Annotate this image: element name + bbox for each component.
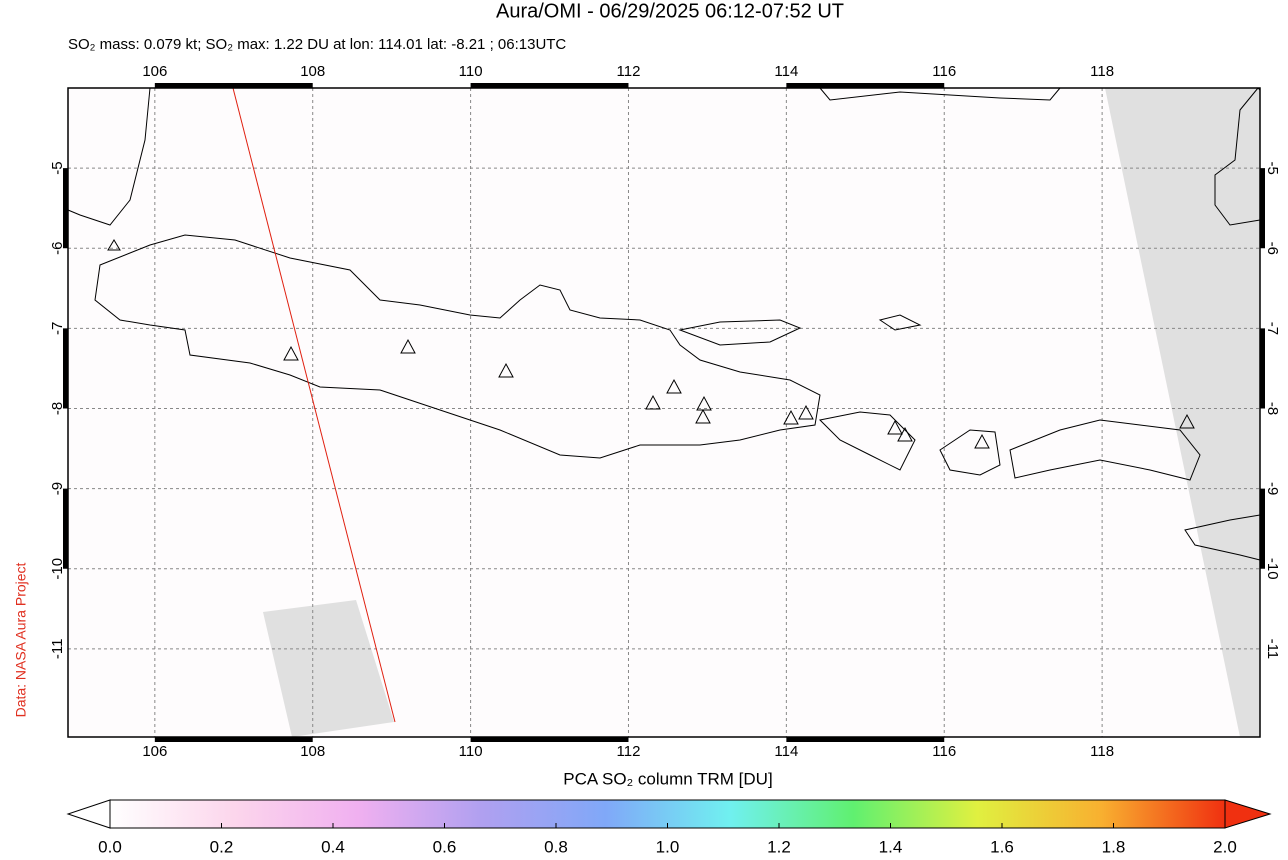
x-tick-label: 114 [774, 743, 798, 760]
colorbar-tick-label: 1.6 [990, 837, 1014, 855]
y-tick-label: -5 [49, 161, 66, 174]
y-tick-label: -11 [49, 639, 66, 660]
colorbar-tick-label: 1.2 [767, 837, 791, 855]
frame-bar [63, 488, 68, 569]
frame-bar [470, 737, 629, 742]
frame-bar [1260, 168, 1265, 249]
y-tick-label: -8 [1264, 402, 1281, 415]
x-tick-label: 112 [617, 743, 641, 760]
map-area [67, 87, 1261, 738]
y-tick-label: -8 [49, 402, 66, 415]
x-tick-label: 110 [459, 743, 483, 760]
colorbar-tick-label: 1.8 [1102, 837, 1126, 855]
x-tick-label: 106 [142, 743, 167, 760]
y-tick-label: -7 [1264, 322, 1281, 335]
x-tick-label: 108 [300, 63, 325, 80]
colorbar-tick-label: 1.0 [656, 837, 680, 855]
frame-bar [1260, 328, 1265, 409]
colorbar-tick-label: 2.0 [1213, 837, 1237, 855]
subtitle: SO₂ mass: 0.079 kt; SO₂ max: 1.22 DU at … [68, 36, 566, 53]
grid [68, 88, 1260, 737]
colorbar: PCA SO₂ column TRM [DU] 0.0 0.2 0.4 0.6 0.8 1… [66, 769, 1272, 856]
x-tick-label: 116 [932, 743, 956, 760]
y-tick-label: -10 [49, 558, 66, 580]
colorbar-tick-label: 0.8 [544, 837, 568, 855]
y-tick-label: -6 [1264, 242, 1281, 255]
x-tick-label: 118 [1090, 743, 1114, 760]
frame-bar [63, 168, 68, 249]
y-tick-label: -11 [1264, 639, 1281, 660]
frame-bar [154, 737, 313, 742]
frame-bar [1260, 488, 1265, 569]
colorbar-label: PCA SO₂ column TRM [DU] [563, 769, 772, 788]
y-tick-label: -7 [49, 322, 66, 335]
x-tick-label: 118 [1090, 63, 1114, 80]
orbit-edge [232, 87, 396, 723]
colorbar-extend [66, 799, 111, 829]
y-tick-label: -9 [1264, 482, 1281, 495]
frame-bar [154, 83, 313, 88]
colorbar-tick-label: 0.4 [321, 837, 345, 855]
x-tick-label: 112 [617, 63, 641, 80]
x-tick-label: 114 [774, 63, 798, 80]
coastline [67, 87, 1261, 561]
colorbar-extend [1224, 799, 1272, 829]
map-background [68, 88, 1260, 737]
colorbar-tick-label: 0.2 [210, 837, 234, 855]
frame-bar [63, 328, 68, 409]
colorbar-tick-label: 1.4 [879, 837, 903, 855]
x-tick-label: 108 [300, 743, 325, 760]
x-tick-label: 116 [932, 63, 956, 80]
x-tick-label: 106 [142, 63, 167, 80]
frame-bar [786, 737, 945, 742]
y-tick-label: -5 [1264, 161, 1281, 174]
volcanoes [107, 239, 1195, 449]
map-frame [67, 87, 1261, 738]
frame-bar [786, 83, 945, 88]
y-tick-label: -9 [49, 482, 66, 495]
colorbar-tick-label: 0.0 [98, 837, 122, 855]
y-tick-label: -6 [49, 242, 66, 255]
no-data-region [1105, 88, 1260, 737]
credit: Data: NASA Aura Project [13, 562, 29, 717]
frame-bar [470, 83, 629, 88]
y-tick-label: -10 [1264, 558, 1281, 580]
colorbar-tick-label: 0.6 [433, 837, 457, 855]
no-data-region [263, 600, 394, 737]
x-tick-label: 110 [459, 63, 483, 80]
title: Aura/OMI - 06/29/2025 06:12-07:52 UT [496, 0, 844, 22]
